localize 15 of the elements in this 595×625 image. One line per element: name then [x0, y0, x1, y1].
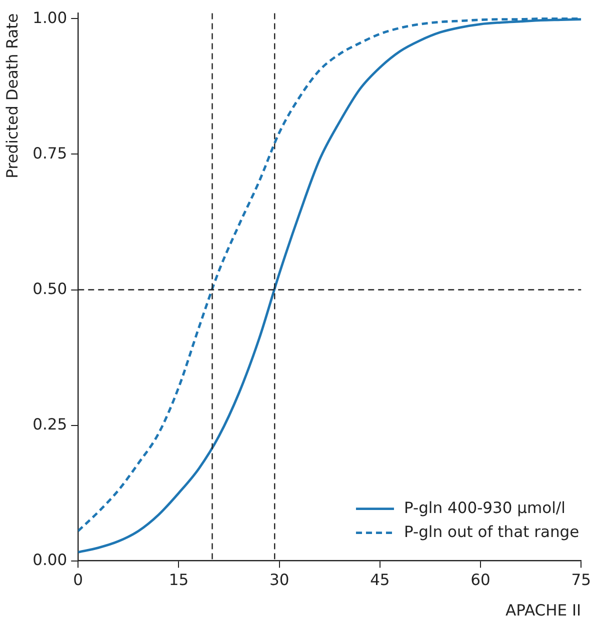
y-tick-label: 0.25 [32, 415, 68, 434]
x-tick-label: 15 [168, 571, 189, 590]
y-tick-label: 0.75 [32, 144, 68, 162]
y-axis-title: Predicted Death Rate [3, 13, 22, 178]
x-tick-label: 0 [73, 571, 84, 590]
x-axis-title: APACHE II [506, 602, 582, 620]
y-tick-label: 0.50 [32, 280, 68, 298]
legend-label: P-gln out of that range [404, 522, 580, 541]
x-tick-label: 60 [470, 571, 490, 590]
x-tick-label: 75 [571, 571, 592, 590]
legend-label: P-gln 400-930 µmol/l [404, 498, 566, 517]
y-tick-label: 1.00 [32, 8, 68, 27]
y-tick-label: 0.00 [32, 550, 68, 569]
x-tick-label: 45 [370, 571, 390, 590]
x-tick-label: 30 [269, 571, 290, 590]
